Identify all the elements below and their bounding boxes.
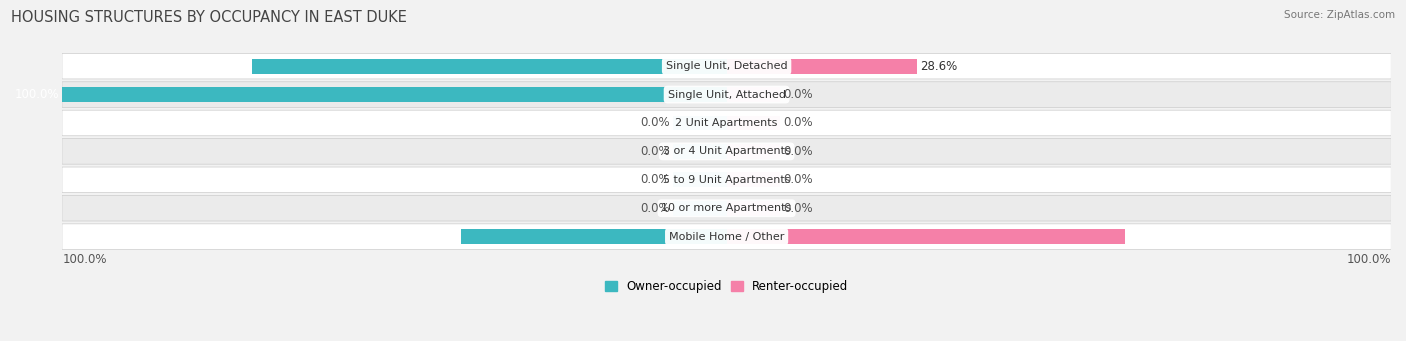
Text: 0.0%: 0.0% bbox=[783, 202, 813, 215]
FancyBboxPatch shape bbox=[62, 53, 1392, 79]
Bar bbox=[62, 87, 727, 102]
Bar bbox=[461, 229, 727, 244]
Text: 5 to 9 Unit Apartments: 5 to 9 Unit Apartments bbox=[662, 175, 790, 185]
Text: Single Unit, Detached: Single Unit, Detached bbox=[666, 61, 787, 71]
Legend: Owner-occupied, Renter-occupied: Owner-occupied, Renter-occupied bbox=[605, 280, 848, 293]
Bar bbox=[673, 116, 727, 130]
Bar bbox=[673, 173, 727, 187]
Text: 2 Unit Apartments: 2 Unit Apartments bbox=[675, 118, 778, 128]
FancyBboxPatch shape bbox=[62, 224, 1392, 249]
Text: 100.0%: 100.0% bbox=[62, 253, 107, 266]
Text: 40.0%: 40.0% bbox=[420, 230, 457, 243]
FancyBboxPatch shape bbox=[62, 82, 1392, 107]
Text: Source: ZipAtlas.com: Source: ZipAtlas.com bbox=[1284, 10, 1395, 20]
Text: 10 or more Apartments: 10 or more Apartments bbox=[661, 203, 792, 213]
Text: 71.4%: 71.4% bbox=[211, 60, 249, 73]
Text: 28.6%: 28.6% bbox=[920, 60, 957, 73]
FancyBboxPatch shape bbox=[62, 138, 1392, 164]
Bar bbox=[673, 59, 727, 74]
Bar bbox=[673, 87, 727, 102]
Bar bbox=[673, 229, 727, 244]
Bar bbox=[727, 144, 780, 159]
Text: 0.0%: 0.0% bbox=[783, 88, 813, 101]
Text: 0.0%: 0.0% bbox=[641, 145, 671, 158]
Text: 0.0%: 0.0% bbox=[641, 117, 671, 130]
Text: 100.0%: 100.0% bbox=[1347, 253, 1391, 266]
Text: 3 or 4 Unit Apartments: 3 or 4 Unit Apartments bbox=[662, 146, 790, 157]
Text: 100.0%: 100.0% bbox=[14, 88, 59, 101]
Bar bbox=[673, 201, 727, 216]
Text: HOUSING STRUCTURES BY OCCUPANCY IN EAST DUKE: HOUSING STRUCTURES BY OCCUPANCY IN EAST … bbox=[11, 10, 408, 25]
FancyBboxPatch shape bbox=[62, 110, 1392, 136]
Bar bbox=[727, 116, 780, 130]
Text: 0.0%: 0.0% bbox=[783, 173, 813, 186]
Bar bbox=[727, 229, 780, 244]
Bar bbox=[252, 59, 727, 74]
Bar bbox=[727, 59, 917, 74]
Text: Mobile Home / Other: Mobile Home / Other bbox=[669, 232, 785, 242]
Text: 0.0%: 0.0% bbox=[783, 117, 813, 130]
Text: 60.0%: 60.0% bbox=[1129, 230, 1166, 243]
Bar bbox=[727, 59, 780, 74]
Text: 0.0%: 0.0% bbox=[641, 202, 671, 215]
FancyBboxPatch shape bbox=[62, 167, 1392, 193]
Bar bbox=[727, 173, 780, 187]
Text: 0.0%: 0.0% bbox=[641, 173, 671, 186]
Text: 0.0%: 0.0% bbox=[783, 145, 813, 158]
Bar bbox=[673, 144, 727, 159]
Bar bbox=[727, 229, 1125, 244]
Text: Single Unit, Attached: Single Unit, Attached bbox=[668, 90, 786, 100]
FancyBboxPatch shape bbox=[62, 195, 1392, 221]
Bar bbox=[727, 87, 780, 102]
Bar bbox=[727, 201, 780, 216]
